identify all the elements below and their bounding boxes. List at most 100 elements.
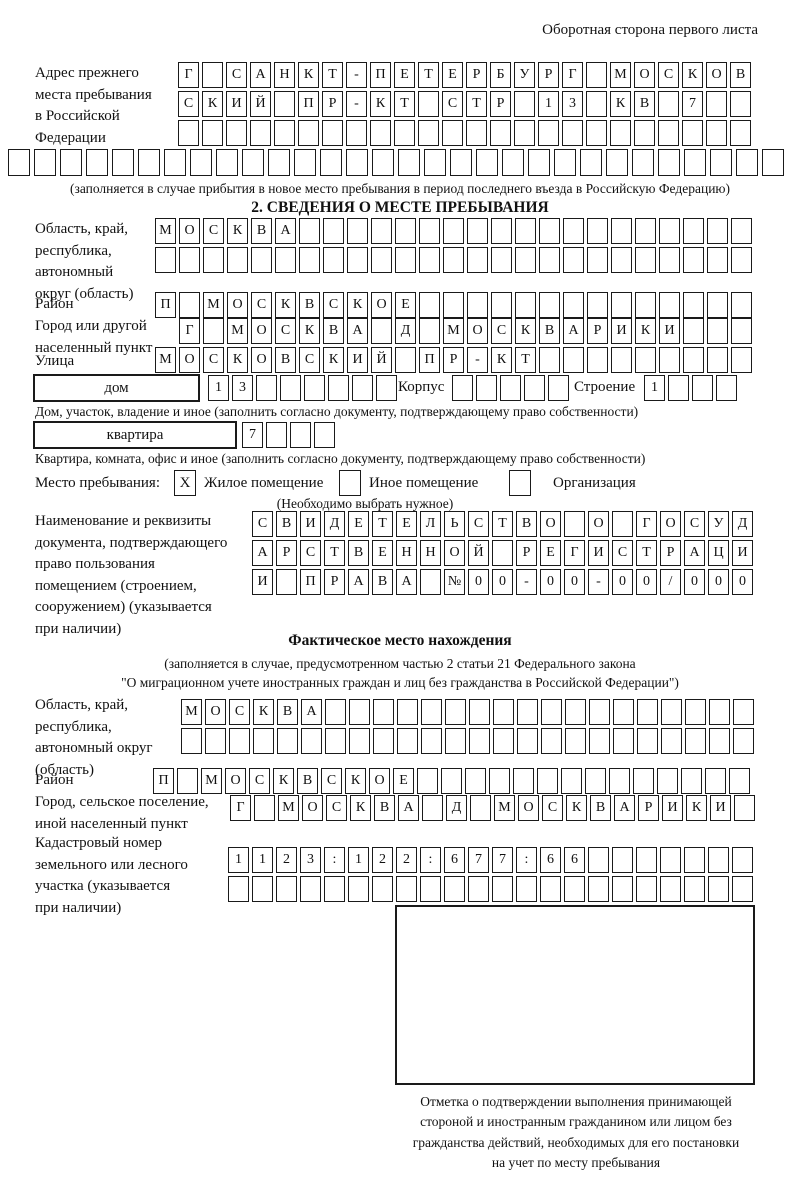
char-cell[interactable]: Й [468,540,489,566]
char-cell[interactable] [395,347,416,373]
char-cell[interactable]: Д [446,795,467,821]
char-cell[interactable] [636,847,657,873]
char-cell[interactable]: - [588,569,609,595]
char-cell[interactable] [709,728,730,754]
char-cell[interactable]: 0 [732,569,753,595]
char-cell[interactable] [706,120,727,146]
char-cell[interactable] [178,120,199,146]
region-row-2[interactable] [155,247,752,273]
char-cell[interactable]: Й [371,347,392,373]
char-cell[interactable]: К [253,699,274,725]
char-cell[interactable] [541,699,562,725]
char-cell[interactable] [229,728,250,754]
char-cell[interactable]: Т [418,62,439,88]
char-cell[interactable] [443,218,464,244]
char-cell[interactable]: К [686,795,707,821]
char-cell[interactable] [420,876,441,902]
char-cell[interactable] [294,149,316,176]
char-cell[interactable] [562,120,583,146]
char-cell[interactable] [323,218,344,244]
char-cell[interactable]: 2 [372,847,393,873]
char-cell[interactable]: С [326,795,347,821]
char-cell[interactable] [539,247,560,273]
char-cell[interactable]: С [252,511,273,537]
char-cell[interactable]: 7 [468,847,489,873]
char-cell[interactable] [493,699,514,725]
char-cell[interactable] [658,120,679,146]
char-cell[interactable]: О [225,768,246,794]
char-cell[interactable] [394,120,415,146]
char-cell[interactable] [586,62,607,88]
char-cell[interactable] [692,375,713,401]
char-cell[interactable]: У [708,511,729,537]
char-cell[interactable]: : [420,847,441,873]
char-cell[interactable]: В [276,511,297,537]
char-cell[interactable] [636,876,657,902]
char-cell[interactable] [684,847,705,873]
char-cell[interactable] [588,847,609,873]
char-cell[interactable]: - [516,569,537,595]
char-cell[interactable]: 1 [538,91,559,117]
char-cell[interactable]: 1 [644,375,665,401]
char-cell[interactable] [348,876,369,902]
char-cell[interactable]: Р [466,62,487,88]
char-cell[interactable]: 1 [228,847,249,873]
char-cell[interactable] [34,149,56,176]
char-cell[interactable]: С [658,62,679,88]
char-cell[interactable]: В [348,540,369,566]
char-cell[interactable] [349,699,370,725]
char-cell[interactable] [612,847,633,873]
char-cell[interactable] [732,847,753,873]
char-cell[interactable]: 3 [562,91,583,117]
char-cell[interactable] [328,375,349,401]
char-cell[interactable] [277,728,298,754]
char-cell[interactable] [492,876,513,902]
char-cell[interactable] [276,569,297,595]
char-cell[interactable]: Е [540,540,561,566]
char-cell[interactable]: И [659,318,680,344]
char-cell[interactable] [585,768,606,794]
char-cell[interactable]: - [346,91,367,117]
char-cell[interactable] [611,218,632,244]
char-cell[interactable]: С [491,318,512,344]
char-cell[interactable] [514,120,535,146]
checkbox-organization[interactable] [509,470,531,496]
char-cell[interactable]: Ь [444,511,465,537]
char-cell[interactable] [492,540,513,566]
char-cell[interactable] [465,768,486,794]
char-cell[interactable]: Р [516,540,537,566]
char-cell[interactable] [177,768,198,794]
char-cell[interactable] [469,728,490,754]
char-cell[interactable]: / [660,569,681,595]
char-cell[interactable] [611,347,632,373]
char-cell[interactable] [657,768,678,794]
char-cell[interactable]: Р [587,318,608,344]
char-cell[interactable] [517,699,538,725]
char-cell[interactable]: К [323,347,344,373]
char-cell[interactable] [707,292,728,318]
char-cell[interactable]: М [278,795,299,821]
char-cell[interactable]: И [732,540,753,566]
char-cell[interactable]: А [614,795,635,821]
char-cell[interactable] [683,218,704,244]
char-cell[interactable]: И [710,795,731,821]
char-cell[interactable]: М [203,292,224,318]
char-cell[interactable] [613,728,634,754]
char-cell[interactable] [537,768,558,794]
char-cell[interactable] [660,847,681,873]
char-cell[interactable]: - [467,347,488,373]
char-cell[interactable]: В [730,62,751,88]
char-cell[interactable]: А [347,318,368,344]
char-cell[interactable] [203,247,224,273]
char-cell[interactable] [682,120,703,146]
char-cell[interactable]: Р [276,540,297,566]
char-cell[interactable] [609,768,630,794]
char-cell[interactable] [635,347,656,373]
char-cell[interactable] [589,699,610,725]
